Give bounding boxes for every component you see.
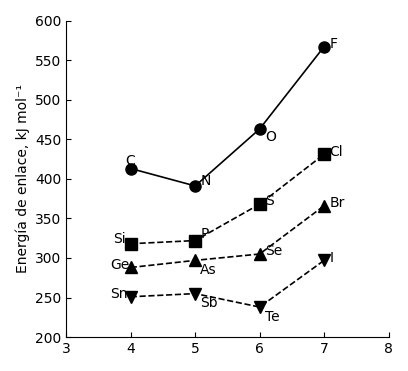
Text: Ge: Ge [110,258,129,272]
Text: C: C [126,154,135,168]
Text: As: As [200,263,217,277]
Text: S: S [265,194,273,208]
Text: Br: Br [329,196,345,210]
Text: Sb: Sb [200,296,218,310]
Text: I: I [329,251,333,265]
Text: Se: Se [265,244,282,258]
Text: O: O [265,130,276,144]
Text: F: F [329,37,337,51]
Text: Cl: Cl [329,145,343,159]
Y-axis label: Energía de enlace, kJ mol⁻¹: Energía de enlace, kJ mol⁻¹ [15,84,29,273]
Text: P: P [200,227,209,241]
Text: Sn: Sn [110,288,128,301]
Text: N: N [200,174,211,188]
Text: Te: Te [265,309,279,324]
Text: Si: Si [113,232,125,246]
